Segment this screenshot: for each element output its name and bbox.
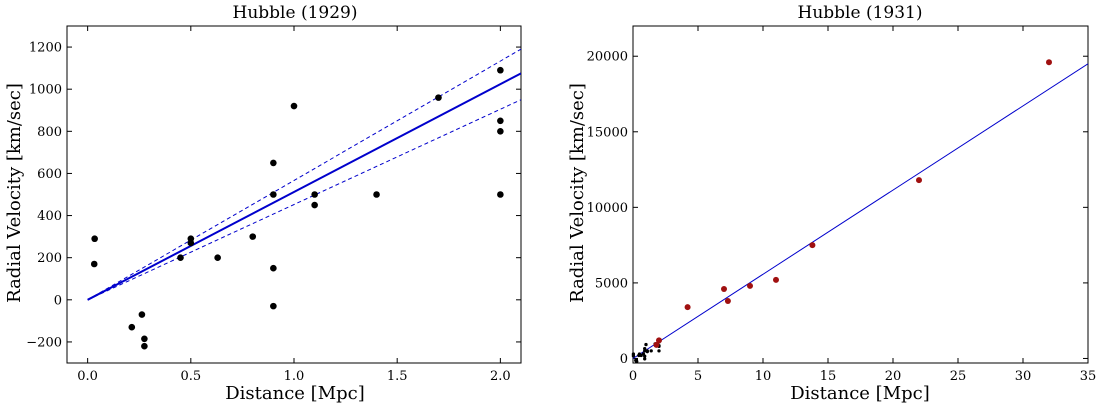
data-point-1931 (773, 276, 779, 283)
y-axis-label: Radial Velocity [km/sec] (4, 83, 25, 303)
data-point (311, 191, 318, 198)
x-tick-label: 2.0 (490, 369, 511, 384)
chart-title: Hubble (1931) (798, 3, 923, 23)
chart-hubble-1929: Hubble (1929) Distance [Mpc] Radial Velo… (4, 3, 522, 404)
y-axis-label: Radial Velocity [km/sec] (567, 83, 588, 303)
data-point (373, 191, 380, 198)
x-tick-label: 25 (950, 369, 967, 384)
lower-band-line (87, 99, 521, 301)
data-point-1929 (645, 349, 649, 353)
x-tick-label: 20 (885, 369, 902, 384)
x-tick-label: 15 (820, 369, 837, 384)
y-tick-label: 20000 (587, 50, 628, 65)
y-tick-label: 10000 (587, 201, 628, 216)
data-point-1931 (684, 304, 691, 311)
data-point (91, 235, 98, 243)
data-point (141, 342, 148, 350)
data-point (138, 311, 146, 318)
data-point-1931 (724, 298, 731, 305)
fit-line (87, 72, 521, 301)
y-tick-label: 800 (37, 125, 62, 140)
data-point-1929 (643, 357, 647, 361)
x-tick-label: 10 (755, 369, 772, 384)
x-axis-label: Distance [Mpc] (790, 383, 930, 404)
data-point-1929 (634, 360, 639, 364)
data-point-1931 (653, 341, 660, 348)
data-point (187, 239, 195, 247)
data-point-1931 (809, 242, 816, 249)
x-tick-label: 1.0 (284, 369, 305, 384)
data-point-1931 (1046, 59, 1052, 66)
x-tick-label: 0.5 (180, 369, 201, 384)
chart-hubble-1931: Hubble (1931) Distance [Mpc] Radial Velo… (567, 3, 1096, 404)
data-point (90, 260, 98, 268)
data-point-1929 (657, 349, 661, 353)
fit-lines (633, 63, 1088, 359)
y-tick-label: 5000 (595, 276, 628, 291)
data-point (435, 94, 442, 101)
x-tick-label: 35 (1080, 369, 1097, 384)
data-point-1929 (644, 342, 648, 347)
data-point-1931 (721, 285, 727, 292)
data-point (497, 117, 504, 125)
x-tick-label: 1.5 (387, 369, 408, 384)
data-point (270, 264, 277, 272)
data-point (214, 254, 221, 261)
y-tick-label: 15000 (587, 125, 628, 140)
x-tick-label: 0 (629, 369, 637, 384)
y-tick-label: 1000 (29, 83, 62, 98)
data-point-1931 (747, 282, 753, 289)
data-point (290, 102, 298, 110)
x-axis-label: Distance [Mpc] (225, 383, 365, 404)
data-point-1931 (656, 337, 662, 344)
y-tick-label: −200 (26, 335, 62, 350)
y-tick-label: 200 (37, 251, 62, 266)
chart-title: Hubble (1929) (233, 3, 358, 23)
data-point (270, 159, 277, 167)
plot-frame (632, 25, 1089, 364)
fit-line (633, 63, 1088, 359)
upper-band-line (87, 48, 521, 301)
data-point (270, 191, 277, 198)
data-point-1929 (649, 349, 653, 353)
data-point (177, 254, 184, 261)
data-point (141, 335, 148, 343)
x-tick-label: 0.0 (77, 369, 98, 384)
y-tick-label: 1200 (29, 41, 62, 56)
data-point (249, 233, 257, 240)
fit-lines (87, 48, 521, 301)
data-point (270, 302, 277, 310)
data-point (497, 191, 504, 198)
data-point-1929 (643, 354, 647, 358)
plot-frame (66, 25, 522, 364)
y-tick-label: 0 (620, 352, 628, 367)
data-point (128, 323, 136, 331)
data-point (497, 128, 504, 135)
x-tick-label: 30 (1015, 369, 1032, 384)
data-point-1929 (631, 352, 636, 356)
data-point-1931 (916, 177, 922, 184)
data-point-1929 (643, 346, 647, 351)
x-tick-label: 5 (694, 369, 702, 384)
data-point (311, 201, 318, 209)
data-point-1929 (643, 349, 647, 353)
y-tick-label: 400 (37, 209, 62, 224)
data-point (497, 66, 504, 74)
y-tick-label: 600 (37, 167, 62, 182)
y-tick-label: 0 (54, 293, 62, 308)
